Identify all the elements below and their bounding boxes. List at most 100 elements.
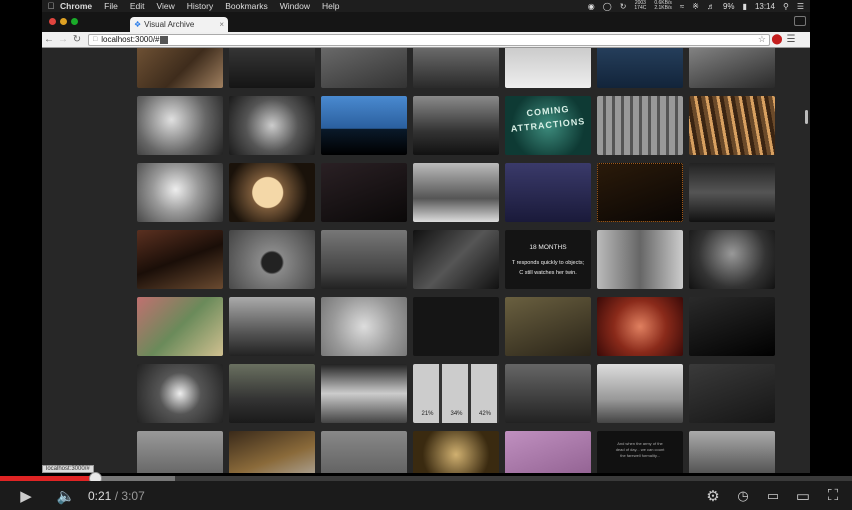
tile-text-pct-3: 42%: [478, 411, 491, 417]
battery-icon[interactable]: ▮: [742, 1, 747, 11]
menu-history[interactable]: History: [186, 1, 214, 11]
thumbnail[interactable]: [321, 48, 407, 88]
thumbnail[interactable]: [229, 364, 315, 423]
spotlight-icon[interactable]: ⚲: [782, 1, 789, 11]
miniplayer-icon[interactable]: ▭: [766, 487, 780, 503]
notification-center-icon[interactable]: ☰: [796, 1, 804, 11]
system-stats[interactable]: 2003 174C: [634, 1, 646, 11]
thumbnail[interactable]: [597, 48, 683, 88]
thumbnail[interactable]: [689, 96, 775, 155]
menu-edit[interactable]: Edit: [129, 1, 145, 11]
thumbnail[interactable]: [413, 96, 499, 155]
tab-visual-archive[interactable]: ❖ Visual Archive ×: [130, 17, 228, 32]
thumbnail-caption-card[interactable]: And when the army of the dead of day... …: [597, 431, 683, 473]
tab-favicon-icon: ❖: [134, 20, 142, 29]
page-icon: □: [93, 36, 98, 43]
thumbnail[interactable]: [597, 163, 683, 222]
back-arrow-icon[interactable]: ←: [44, 34, 54, 45]
thumbnail[interactable]: [321, 96, 407, 155]
window-minimize-button[interactable]: [60, 18, 67, 25]
thumbnail[interactable]: [321, 364, 407, 423]
thumbnail[interactable]: [137, 48, 223, 88]
dropbox-icon[interactable]: ◉: [587, 1, 595, 11]
thumbnail-coming-attractions[interactable]: COMING ATTRACTIONS: [505, 96, 591, 155]
thumbnail[interactable]: [229, 230, 315, 289]
thumbnail[interactable]: [505, 297, 591, 356]
menu-window[interactable]: Window: [279, 1, 310, 11]
battery-percent[interactable]: 9%: [722, 1, 735, 11]
forward-arrow-icon[interactable]: →: [58, 34, 68, 45]
thumbnail[interactable]: [505, 48, 591, 88]
thumbnail[interactable]: [689, 230, 775, 289]
thumbnail[interactable]: [689, 364, 775, 423]
volume-icon[interactable]: 🔈: [56, 487, 76, 505]
thumbnail[interactable]: [137, 96, 223, 155]
thumbnail[interactable]: [229, 48, 315, 88]
video-progress-bar[interactable]: [0, 476, 852, 481]
window-zoom-button[interactable]: [71, 18, 78, 25]
address-bar[interactable]: □ localhost:3000/# ☆: [88, 33, 770, 46]
tile-text-caption-2: dead of day... we can count: [615, 447, 665, 452]
profile-icon[interactable]: [794, 16, 806, 26]
reload-icon[interactable]: ↻: [72, 34, 82, 45]
menu-file[interactable]: File: [104, 1, 118, 11]
thumbnail[interactable]: [597, 230, 683, 289]
adblock-icon[interactable]: ⬤: [771, 34, 783, 45]
thumbnail-percent-bars[interactable]: 21% 34% 42%: [413, 364, 499, 423]
volume-icon[interactable]: ♬: [706, 1, 715, 11]
thumbnail[interactable]: [597, 96, 683, 155]
stat-b: 174C: [634, 5, 647, 11]
thumbnail[interactable]: [413, 431, 499, 473]
thumbnail[interactable]: [689, 431, 775, 473]
thumbnail[interactable]: [413, 297, 499, 356]
thumbnail[interactable]: [413, 48, 499, 88]
menu-bookmarks[interactable]: Bookmarks: [225, 1, 268, 11]
page-scrollbar[interactable]: [805, 110, 808, 124]
menu-view[interactable]: View: [156, 1, 175, 11]
thumbnail[interactable]: [413, 163, 499, 222]
sync-icon[interactable]: ↻: [619, 1, 627, 11]
thumbnail[interactable]: [505, 163, 591, 222]
thumbnail[interactable]: [229, 431, 315, 473]
menu-help[interactable]: Help: [321, 1, 340, 11]
time-machine-icon[interactable]: ◯: [602, 1, 612, 11]
thumbnail[interactable]: [321, 297, 407, 356]
thumbnail[interactable]: [597, 297, 683, 356]
chrome-menu-icon[interactable]: ☰: [786, 34, 796, 45]
thumbnail[interactable]: [321, 431, 407, 473]
clock[interactable]: 13:14: [754, 1, 775, 11]
wifi-icon[interactable]: ≈: [679, 1, 685, 11]
tab-close-icon[interactable]: ×: [219, 20, 224, 29]
thumbnail[interactable]: [229, 163, 315, 222]
thumbnail[interactable]: [505, 364, 591, 423]
theater-mode-icon[interactable]: ▭: [795, 487, 811, 505]
thumbnail[interactable]: [597, 364, 683, 423]
apple-menu-icon[interactable]: : [42, 1, 60, 11]
bookmark-star-icon[interactable]: ☆: [757, 34, 766, 44]
thumbnail[interactable]: [505, 431, 591, 473]
window-close-button[interactable]: [49, 18, 56, 25]
bluetooth-icon[interactable]: ※: [692, 1, 699, 11]
thumbnail[interactable]: [229, 96, 315, 155]
thumbnail[interactable]: [137, 431, 223, 473]
thumbnail[interactable]: [689, 297, 775, 356]
thumbnail[interactable]: [137, 230, 223, 289]
tab-title: Visual Archive: [144, 20, 195, 29]
thumbnail[interactable]: [413, 230, 499, 289]
thumbnail[interactable]: [137, 364, 223, 423]
watch-later-icon[interactable]: ◷: [737, 487, 749, 503]
extension-icon[interactable]: [159, 35, 168, 44]
thumbnail[interactable]: [321, 230, 407, 289]
settings-gear-icon[interactable]: ⚙: [706, 487, 720, 505]
thumbnail[interactable]: [137, 163, 223, 222]
thumbnail[interactable]: [689, 163, 775, 222]
thumbnail[interactable]: [689, 48, 775, 88]
menu-chrome[interactable]: Chrome: [60, 1, 93, 11]
play-icon[interactable]: ▶: [20, 487, 32, 505]
thumbnail[interactable]: [321, 163, 407, 222]
thumbnail[interactable]: [137, 297, 223, 356]
thumbnail[interactable]: [229, 297, 315, 356]
fullscreen-icon[interactable]: ⛶: [827, 487, 839, 504]
network-stats[interactable]: 0.6KB/s 2.1KB/s: [654, 1, 672, 11]
thumbnail-18-months[interactable]: 18 MONTHS T responds quickly to objects;…: [505, 230, 591, 289]
